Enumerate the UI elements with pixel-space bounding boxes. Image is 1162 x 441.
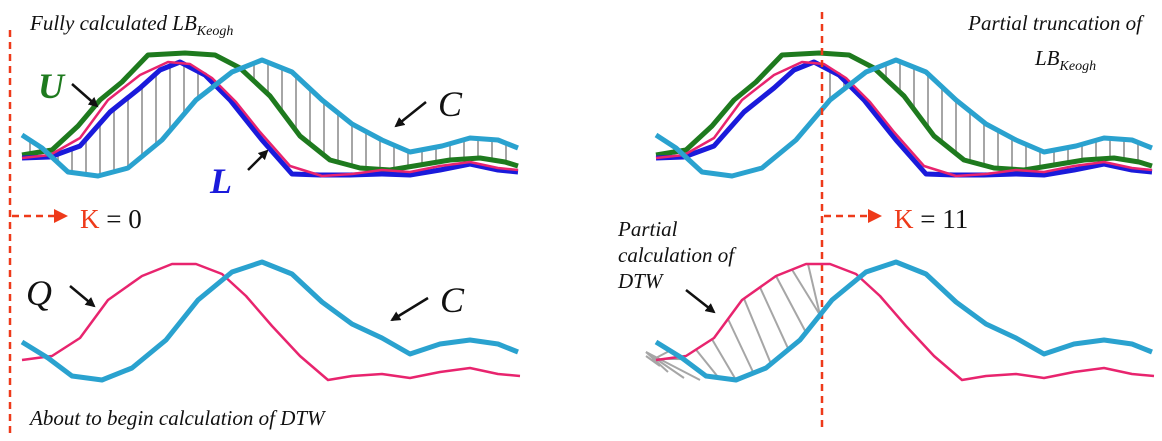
left-upper-envelope-u xyxy=(21,50,519,173)
left-label-c-bottom: C xyxy=(440,280,465,320)
left-caption: About to begin calculation of DTW xyxy=(28,406,327,430)
right-dtw-warping-line xyxy=(791,269,821,316)
right-lower-envelope-l xyxy=(655,59,1153,178)
right-panel: Partial truncation of LBKeogh K = 11 Par… xyxy=(617,11,1155,430)
right-dtw-label-line1: Partial xyxy=(617,217,678,241)
right-dtw-warping-line xyxy=(695,348,720,379)
right-k-label: K = 11 xyxy=(894,204,968,234)
left-c-top-arrow xyxy=(394,101,427,128)
left-candidate-c-top xyxy=(20,57,519,179)
right-dtw-warping-line xyxy=(711,338,737,381)
right-candidate-c-bottom xyxy=(654,259,1153,383)
right-query-q-top xyxy=(655,60,1153,178)
left-q-arrow xyxy=(69,285,96,308)
right-dtw-warping-line xyxy=(807,263,821,316)
left-k-label: K = 0 xyxy=(80,204,142,234)
right-dtw-arrow xyxy=(685,289,716,314)
right-dtw-warping-line xyxy=(743,298,772,365)
right-dtw-warping-line xyxy=(645,355,661,367)
left-c-bottom-arrow xyxy=(390,296,429,322)
left-label-q: Q xyxy=(26,273,52,313)
right-title-line2: LBKeogh xyxy=(1034,46,1096,74)
left-u-arrow xyxy=(71,83,99,108)
left-label-u: U xyxy=(38,66,66,106)
right-upper-envelope-u xyxy=(655,50,1153,173)
right-dtw-warping-hatch xyxy=(645,263,821,381)
left-query-q-bottom xyxy=(21,262,521,382)
left-lower-envelope-l xyxy=(21,59,519,178)
left-envelope-hatch xyxy=(29,62,507,176)
right-dtw-warping-line xyxy=(775,275,807,333)
right-dtw-warping-line xyxy=(645,351,701,381)
left-title: Fully calculated LBKeogh xyxy=(29,11,233,39)
right-title-line1: Partial truncation of xyxy=(967,11,1145,35)
left-panel: Fully calculated LBKeogh U L C K = 0 Q C… xyxy=(8,11,521,435)
left-l-arrow xyxy=(247,149,269,171)
left-label-l: L xyxy=(209,161,232,201)
right-dtw-label-line3: DTW xyxy=(617,269,665,293)
left-query-q-top xyxy=(21,60,519,178)
right-dtw-warping-line xyxy=(759,286,790,350)
right-dtw-warping-line xyxy=(727,318,755,374)
right-query-q-bottom xyxy=(655,262,1155,382)
right-dtw-label-line2: calculation of xyxy=(618,243,737,267)
right-candidate-c-top xyxy=(654,57,1153,179)
left-label-c-top: C xyxy=(438,84,463,124)
left-candidate-c-bottom xyxy=(20,259,519,383)
